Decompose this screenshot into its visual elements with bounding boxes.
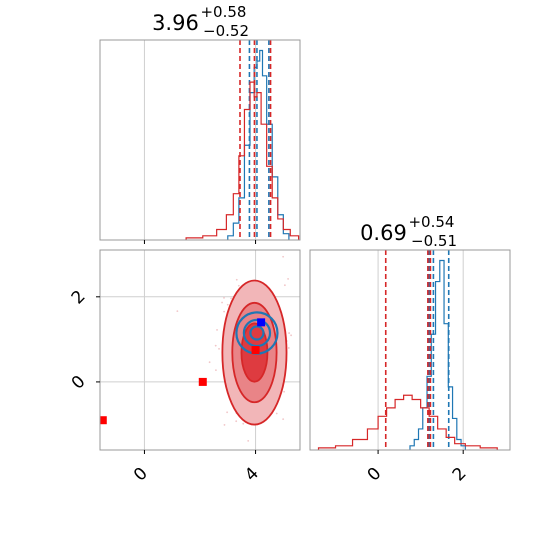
marginal-histogram-y: 0 2 0.69 +0.54 −0.51 xyxy=(309,212,511,486)
sample-point xyxy=(218,347,220,350)
title-c-plus: +0.54 xyxy=(408,213,454,231)
title-a: 3.96 +0.58 −0.52 xyxy=(152,2,251,40)
sample-point xyxy=(215,369,217,372)
title-c-minus: −0.51 xyxy=(411,232,457,250)
title-a-minus: −0.52 xyxy=(203,22,249,40)
x-tick-label: 4 xyxy=(241,464,263,486)
sample-point xyxy=(226,411,229,414)
truth-marker-1 xyxy=(251,346,260,354)
sample-point xyxy=(287,347,290,349)
histogram-series-1 xyxy=(185,81,300,240)
sample-point xyxy=(290,334,293,337)
histogram-series-1 xyxy=(317,394,498,450)
blue-contour-2 xyxy=(249,325,265,341)
y-tick-label: 2 xyxy=(68,287,90,309)
sample-point xyxy=(282,255,285,258)
sample-point xyxy=(283,284,286,287)
x-tick-label: 0 xyxy=(364,464,386,486)
truth-marker-2 xyxy=(198,377,207,386)
frame-c xyxy=(309,249,511,451)
truth-marker-0 xyxy=(257,318,266,327)
title-a-value: 3.96 xyxy=(152,11,199,35)
title-c-value: 0.69 xyxy=(360,221,407,245)
sample-point xyxy=(288,332,291,334)
sample-point xyxy=(247,439,250,442)
frame-b xyxy=(99,249,301,451)
sample-point xyxy=(221,301,223,304)
sample-point xyxy=(208,361,211,364)
sample-point xyxy=(214,344,217,347)
title-c: 0.69 +0.54 −0.51 xyxy=(360,212,459,250)
joint-contour-panel: 0 4 0 2 xyxy=(68,249,316,499)
sample-point xyxy=(223,296,225,299)
sample-point xyxy=(235,420,238,423)
sample-point xyxy=(282,418,285,420)
sample-point xyxy=(242,422,245,425)
frame-a xyxy=(99,39,301,241)
sample-point xyxy=(223,310,226,313)
title-a-plus: +0.58 xyxy=(200,3,246,21)
sample-point xyxy=(226,303,229,306)
marginal-histogram-x: 3.96 +0.58 −0.52 xyxy=(99,2,301,244)
grid-a xyxy=(143,40,257,240)
sample-point xyxy=(248,497,250,499)
sample-point xyxy=(314,351,316,353)
x-tick-label: 2 xyxy=(449,464,471,486)
sample-point xyxy=(237,284,240,287)
sample-point xyxy=(216,329,218,331)
x-tick-label: 0 xyxy=(130,464,152,486)
sample-point xyxy=(235,278,238,281)
histogram-series-0 xyxy=(409,259,466,450)
sample-point xyxy=(283,390,286,393)
histogram-series-0 xyxy=(227,49,290,240)
sample-point xyxy=(223,424,226,426)
sample-point xyxy=(287,278,289,280)
truth-marker-3 xyxy=(100,416,107,425)
sample-point xyxy=(230,297,232,300)
y-tick-label: 0 xyxy=(68,372,90,394)
sample-point xyxy=(176,310,179,313)
sample-point xyxy=(275,412,278,415)
